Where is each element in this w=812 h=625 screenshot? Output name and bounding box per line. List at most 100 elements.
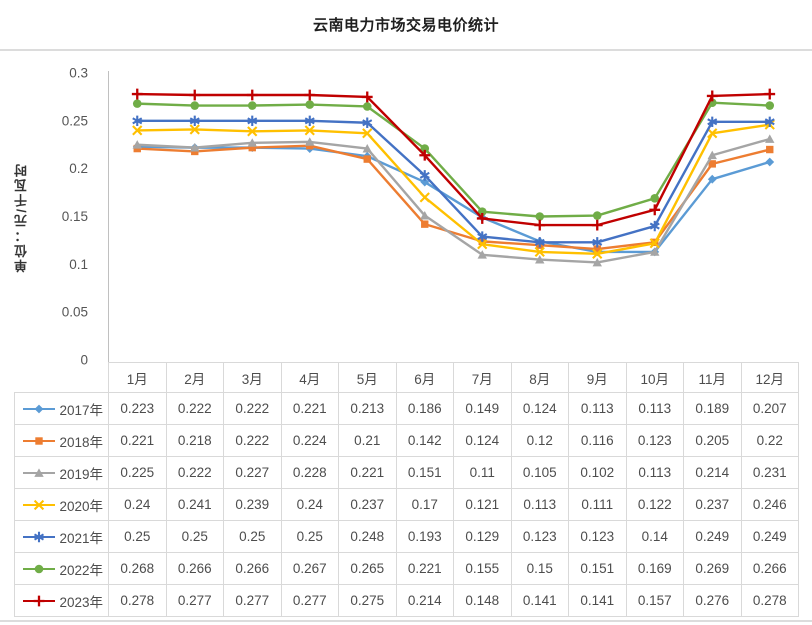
value-cell-2023年-m11: 0.276 (683, 584, 742, 617)
series-2022年-line (137, 101, 770, 218)
value-cell-2019年-m11: 0.214 (683, 456, 742, 489)
value-cell-2017年-m12: 0.207 (740, 392, 799, 425)
value-cell-2020年-m10: 0.122 (625, 488, 684, 521)
table-row-2019年: 2019年 0.225 0.222 0.227 0.228 0.221 0.151 0.11 0… (14, 456, 799, 489)
series-2021年-line (137, 119, 770, 244)
value-cell-2018年-m8: 0.12 (510, 424, 569, 457)
month-header-8: 8月 (510, 362, 569, 393)
value-cell-2021年-m4: 0.25 (280, 520, 339, 553)
legend-label-2020年: 2020年 (59, 498, 103, 514)
value-cell-2020年-m5: 0.237 (338, 488, 397, 521)
legend-key-icon-2023年 (23, 595, 56, 606)
y-tick-label-4: 0.2 (69, 161, 88, 176)
series-2020年-line (137, 123, 770, 256)
value-cell-2023年-m6: 0.214 (395, 584, 454, 617)
value-cell-2021年-m2: 0.25 (165, 520, 224, 553)
month-header-1: 1月 (108, 362, 167, 393)
month-header-3: 3月 (223, 362, 282, 393)
value-cell-2017年-m9: 0.113 (568, 392, 627, 425)
legend-key-icon-2017年 (23, 404, 56, 413)
month-header-row: 1月 2月 3月 4月 5月 6月 7月 8月 9月 10月 11月 12月 (15, 362, 799, 393)
value-cell-2019年-m8: 0.105 (510, 456, 569, 489)
value-cell-2022年-m5: 0.265 (338, 552, 397, 585)
table-row-2018年: 2018年 0.221 0.218 0.222 0.224 0.21 0.142 0.124 0… (14, 424, 799, 457)
month-header-4: 4月 (280, 362, 339, 393)
series-2018年-line (137, 144, 771, 251)
value-cell-2022年-m8: 0.15 (510, 552, 569, 585)
line-chart-plot: 00.050.10.150.20.250.3 (62, 66, 776, 368)
value-cell-2019年-m2: 0.222 (165, 456, 224, 489)
value-cell-2017年-m6: 0.186 (395, 392, 454, 425)
value-cell-2017年-m5: 0.213 (338, 392, 397, 425)
value-cell-2017年-m2: 0.222 (165, 392, 224, 425)
value-cell-2021年-m10: 0.14 (625, 520, 684, 553)
value-cell-2022年-m9: 0.151 (568, 552, 627, 585)
series-2021年 (132, 115, 775, 248)
value-cell-2022年-m2: 0.266 (165, 552, 224, 585)
value-cell-2019年-m3: 0.227 (223, 456, 282, 489)
month-header-9: 9月 (568, 362, 627, 393)
value-cell-2021年-m1: 0.25 (108, 520, 167, 553)
value-cell-2018年-m6: 0.142 (395, 424, 454, 457)
value-cell-2018年-m2: 0.218 (165, 424, 224, 457)
value-cell-2022年-m11: 0.269 (683, 552, 742, 585)
value-cell-2020年-m6: 0.17 (395, 488, 454, 521)
value-cell-2021年-m3: 0.25 (223, 520, 282, 553)
y-tick-label-1: 0.05 (62, 305, 88, 320)
value-cell-2017年-m11: 0.189 (683, 392, 742, 425)
value-cell-2021年-m11: 0.249 (683, 520, 742, 553)
value-cell-2021年-m9: 0.123 (568, 520, 627, 553)
legend-cell-2018年: 2018年 (14, 424, 109, 457)
table-row-2023年: 2023年 0.278 0.277 0.277 0.277 0.275 0.214 0.148… (14, 584, 799, 617)
value-cell-2017年-m7: 0.149 (453, 392, 512, 425)
value-cell-2023年-m4: 0.277 (280, 584, 339, 617)
value-cell-2020年-m1: 0.24 (108, 488, 167, 521)
y-tick-label-3: 0.15 (62, 209, 88, 224)
value-cell-2021年-m8: 0.123 (510, 520, 569, 553)
month-header-5: 5月 (338, 362, 397, 393)
value-cell-2020年-m8: 0.113 (510, 488, 569, 521)
value-cell-2019年-m10: 0.113 (625, 456, 684, 489)
header-blank-cell (15, 363, 109, 393)
y-tick-label-5: 0.25 (62, 113, 88, 128)
value-cell-2017年-m1: 0.223 (108, 392, 167, 425)
legend-label-2017年: 2017年 (59, 402, 103, 418)
series-2023年 (131, 88, 776, 231)
legend-label-2022年: 2022年 (59, 562, 103, 578)
month-header-7: 7月 (453, 362, 512, 393)
month-header-10: 10月 (625, 362, 684, 393)
table-row-2020年: 2020年 0.24 0.241 0.239 0.24 0.237 0.17 0.121 0.1… (14, 488, 799, 521)
bottom-separator (0, 620, 812, 622)
series-2017年-line (137, 145, 771, 254)
value-cell-2023年-m1: 0.278 (108, 584, 167, 617)
value-cell-2019年-m1: 0.225 (108, 456, 167, 489)
value-cell-2018年-m12: 0.22 (740, 424, 799, 457)
value-cell-2019年-m12: 0.231 (740, 456, 799, 489)
legend-cell-2019年: 2019年 (14, 456, 109, 489)
top-separator (0, 49, 812, 51)
value-cell-2017年-m4: 0.221 (280, 392, 339, 425)
value-cell-2017年-m10: 0.113 (625, 392, 684, 425)
value-cell-2022年-m10: 0.169 (625, 552, 684, 585)
legend-cell-2017年: 2017年 (14, 392, 109, 425)
series-2018年 (133, 142, 774, 253)
series-2017年 (132, 142, 775, 257)
series-2022年 (132, 98, 775, 221)
data-table: 1月 2月 3月 4月 5月 6月 7月 8月 9月 10月 11月 12月 2017年 0.223 0.2… (14, 362, 799, 617)
legend-key-icon-2020年 (23, 499, 56, 510)
value-cell-2023年-m8: 0.141 (510, 584, 569, 617)
value-cell-2020年-m11: 0.237 (683, 488, 742, 521)
value-cell-2021年-m12: 0.249 (740, 520, 799, 553)
month-header-11: 11月 (683, 362, 742, 393)
legend-cell-2020年: 2020年 (14, 488, 109, 521)
series-2019年 (132, 134, 775, 267)
value-cell-2021年-m5: 0.248 (338, 520, 397, 553)
value-cell-2022年-m3: 0.266 (223, 552, 282, 585)
legend-key-icon-2018年 (23, 436, 56, 445)
value-cell-2020年-m2: 0.241 (165, 488, 224, 521)
value-cell-2022年-m1: 0.268 (108, 552, 167, 585)
value-cell-2018年-m9: 0.116 (568, 424, 627, 457)
series-2019年-line (137, 137, 771, 264)
legend-label-2021年: 2021年 (59, 530, 103, 546)
